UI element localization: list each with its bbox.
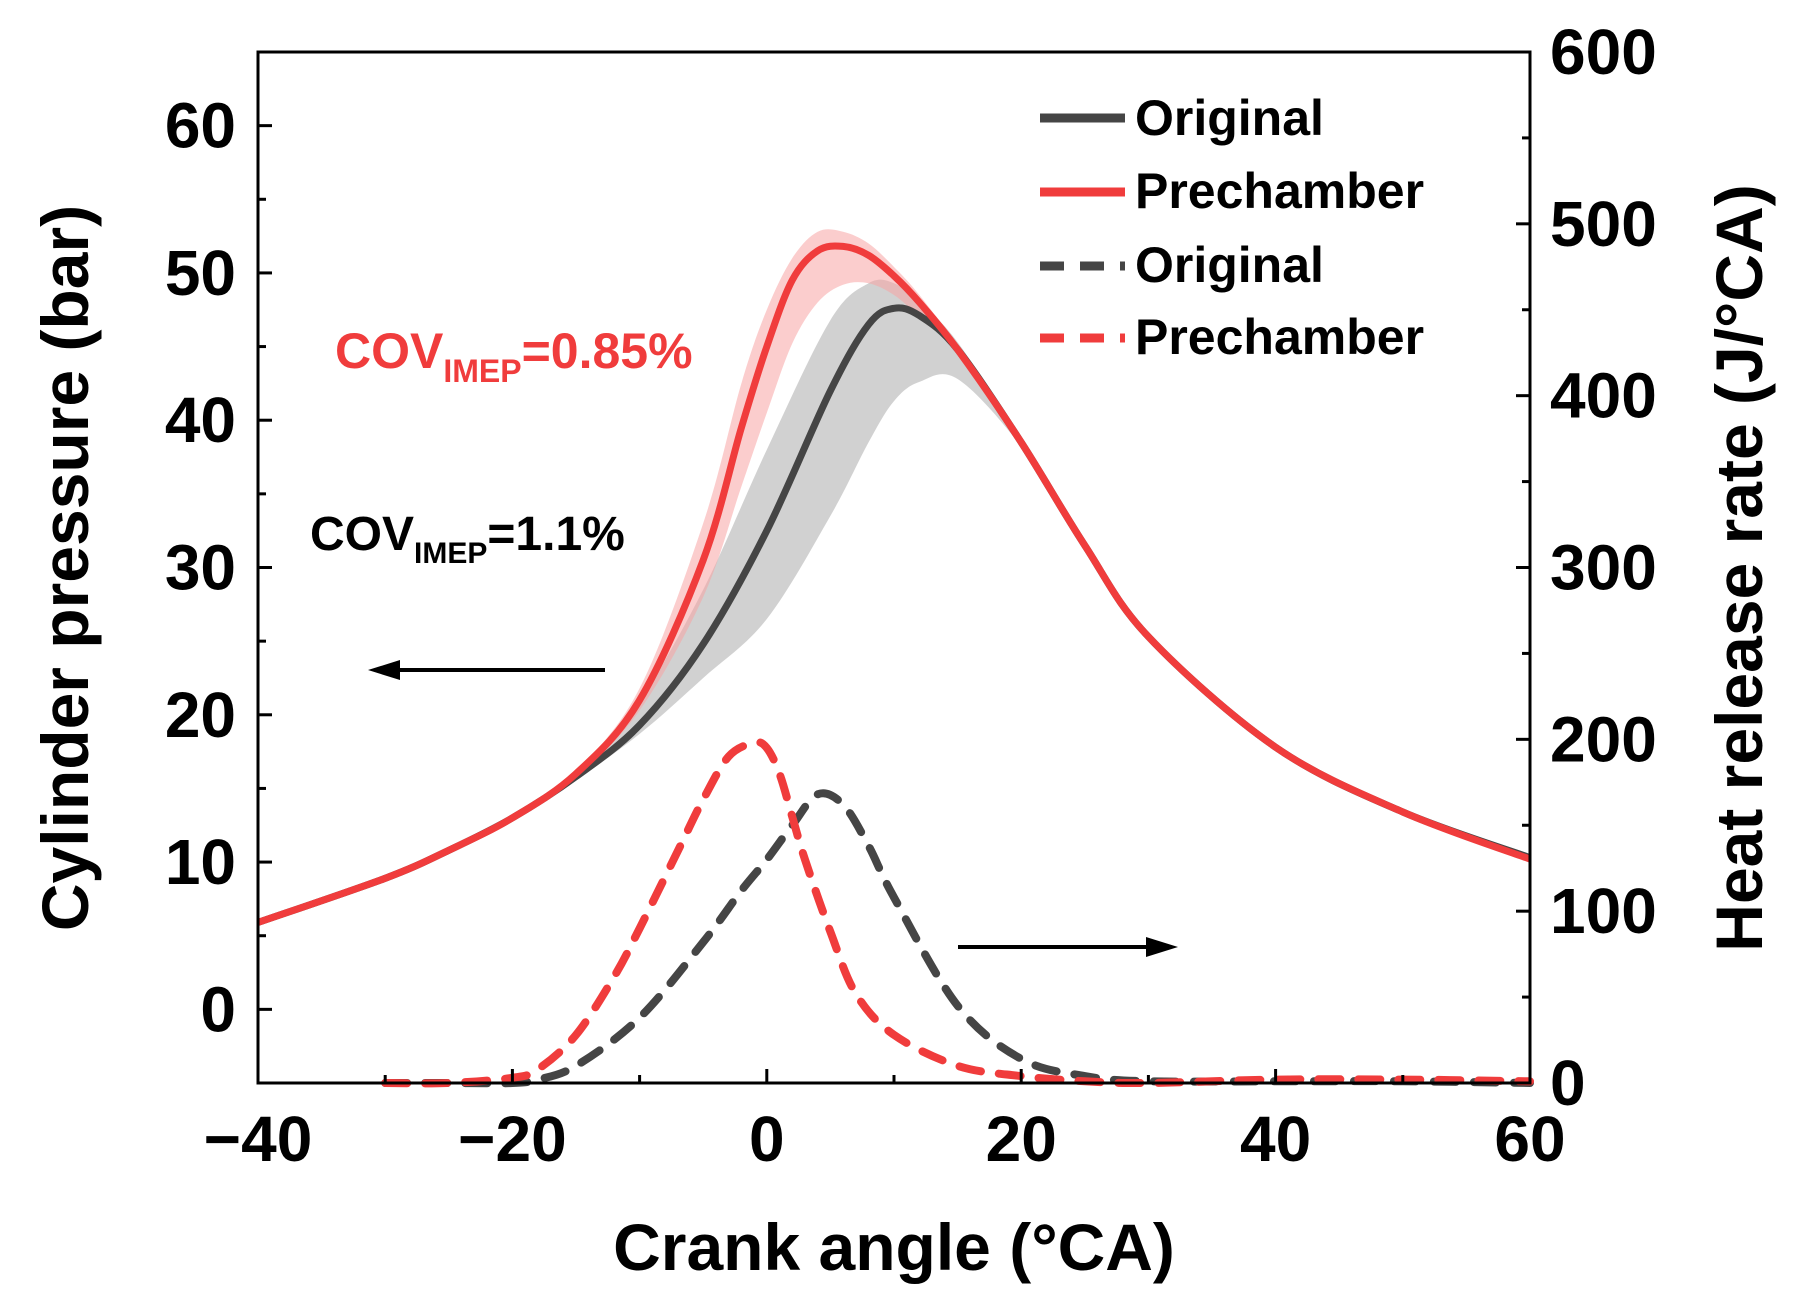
legend-label-prechamber-solid: Prechamber <box>1135 163 1424 219</box>
left-y-tick-label: 10 <box>165 826 236 898</box>
prechamber-cov-prefix: COV <box>335 323 444 379</box>
left-y-tick-label: 50 <box>165 237 236 309</box>
prechamber-cov-annotation: COVIMEP=0.85% <box>335 323 693 389</box>
left-y-tick-label: 30 <box>165 532 236 604</box>
right-axis-arrow <box>958 937 1178 957</box>
left-y-axis-ticks: 0 10 20 30 40 50 60 <box>165 50 272 1085</box>
x-tick-label: −40 <box>204 1103 313 1175</box>
prechamber-cov-subscript: IMEP <box>443 353 521 389</box>
original-heat-release-line <box>381 789 1534 1088</box>
original-cov-annotation: COVIMEP=1.1% <box>310 508 625 570</box>
original-cov-prefix: COV <box>310 508 414 561</box>
x-tick-label: 0 <box>749 1103 785 1175</box>
left-y-axis-label: Cylinder pressure (bar) <box>28 205 102 931</box>
prechamber-pressure-line <box>256 242 1532 926</box>
right-y-tick-label: 600 <box>1550 16 1657 88</box>
prechamber-heat-release-line <box>381 738 1534 1088</box>
x-tick-label: 60 <box>1494 1103 1565 1175</box>
legend-label-original-dashed: Original <box>1135 237 1324 293</box>
right-y-tick-label: 200 <box>1550 703 1657 775</box>
left-axis-arrow <box>368 660 605 680</box>
right-y-axis-ticks: 0 100 200 300 400 500 600 <box>1516 16 1657 1119</box>
original-cov-subscript: IMEP <box>414 537 487 570</box>
left-y-tick-label: 0 <box>200 973 236 1045</box>
original-cov-value: =1.1% <box>487 508 624 561</box>
left-y-tick-label: 40 <box>165 384 236 456</box>
right-y-axis-label: Heat release rate (J/°CA) <box>1702 184 1776 951</box>
x-axis-label: Crank angle (°CA) <box>613 1210 1175 1284</box>
x-tick-label: 20 <box>986 1103 1057 1175</box>
legend: Original Prechamber Original Prechamber <box>1040 90 1424 365</box>
prechamber-cov-value: =0.85% <box>522 323 693 379</box>
right-y-tick-label: 400 <box>1550 360 1657 432</box>
legend-label-original-solid: Original <box>1135 90 1324 146</box>
x-tick-label: −20 <box>458 1103 567 1175</box>
left-y-tick-label: 20 <box>165 679 236 751</box>
right-y-tick-label: 100 <box>1550 875 1657 947</box>
x-tick-label: 40 <box>1240 1103 1311 1175</box>
x-axis-ticks: −40 −20 0 20 40 60 <box>204 1069 1566 1175</box>
series-lines <box>256 242 1534 1088</box>
right-y-tick-label: 500 <box>1550 188 1657 260</box>
left-y-tick-label: 60 <box>165 90 236 162</box>
right-y-tick-label: 300 <box>1550 532 1657 604</box>
right-y-tick-label: 0 <box>1550 1047 1586 1119</box>
legend-label-prechamber-dashed: Prechamber <box>1135 309 1424 365</box>
